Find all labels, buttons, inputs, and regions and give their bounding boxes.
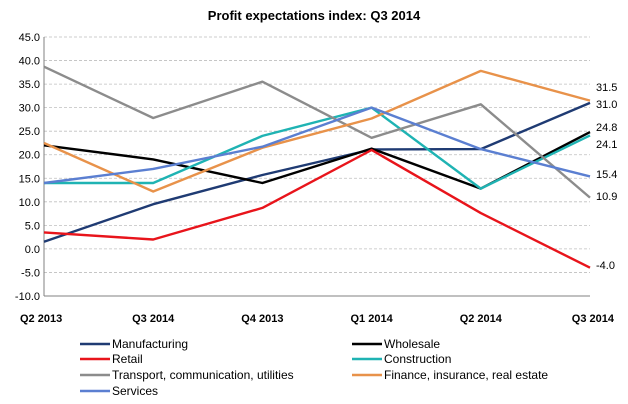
y-tick-label: 25.0 <box>19 126 40 138</box>
y-tick-label: -10.0 <box>15 291 40 303</box>
x-tick-label: Q3 2014 <box>572 313 615 325</box>
end-value-label: 10.9 <box>596 191 617 203</box>
end-value-label: 31.0 <box>596 99 617 111</box>
x-axis-ticks: Q2 2013 Q3 2014 Q4 2013 Q1 2014 Q2 2014 Q3 20… <box>20 313 615 325</box>
y-tick-label: 45.0 <box>19 32 40 44</box>
legend-label: Transport, communication, utilities <box>112 368 294 382</box>
end-labels: 31.0 24.8 -4.0 24.1 10.9 31.5 15.4 <box>596 82 617 272</box>
series-line-services <box>43 106 591 185</box>
series-line-transport-communication-utilities <box>43 65 591 199</box>
y-tick-label: 20.0 <box>19 150 40 162</box>
legend-label: Manufacturing <box>112 337 188 351</box>
y-tick-label: -5.0 <box>21 267 40 279</box>
gridlines <box>43 36 590 297</box>
series-line-retail <box>43 148 591 269</box>
y-tick-label: 0.0 <box>25 244 40 256</box>
series-lines <box>43 65 591 269</box>
y-tick-label: 5.0 <box>25 220 40 232</box>
legend-label: Services <box>112 384 158 398</box>
x-tick-label: Q1 2014 <box>350 313 393 325</box>
y-tick-label: 40.0 <box>19 56 40 68</box>
y-tick-label: 15.0 <box>19 173 40 185</box>
x-tick-label: Q2 2014 <box>460 313 503 325</box>
y-tick-label: 10.0 <box>19 197 40 209</box>
y-tick-label: 30.0 <box>19 103 40 115</box>
end-value-label: 31.5 <box>596 82 617 94</box>
series-line-manufacturing <box>43 101 591 243</box>
legend-label: Wholesale <box>384 337 440 351</box>
series-line-construction <box>44 106 591 190</box>
series-line-finance-insurance-real-estate <box>43 69 591 193</box>
legend-label: Retail <box>112 352 143 366</box>
chart-title: Profit expectations index: Q3 2014 <box>208 8 421 23</box>
x-tick-label: Q4 2013 <box>241 313 283 325</box>
y-tick-label: 35.0 <box>19 79 40 91</box>
end-value-label: -4.0 <box>596 260 615 272</box>
legend-label: Construction <box>384 352 451 366</box>
end-value-label: 15.4 <box>596 169 617 181</box>
legend-label: Finance, insurance, real estate <box>384 368 548 382</box>
end-value-label: 24.8 <box>596 122 617 134</box>
x-tick-label: Q3 2014 <box>132 313 175 325</box>
legend: Manufacturing Wholesale Retail Construction… <box>80 337 548 398</box>
x-tick-label: Q2 2013 <box>20 313 62 325</box>
y-axis-ticks: 45.0 40.0 35.0 30.0 25.0 20.0 15.0 10.0 5.0 0.0 -5… <box>15 32 40 303</box>
end-value-label: 24.1 <box>596 139 617 151</box>
